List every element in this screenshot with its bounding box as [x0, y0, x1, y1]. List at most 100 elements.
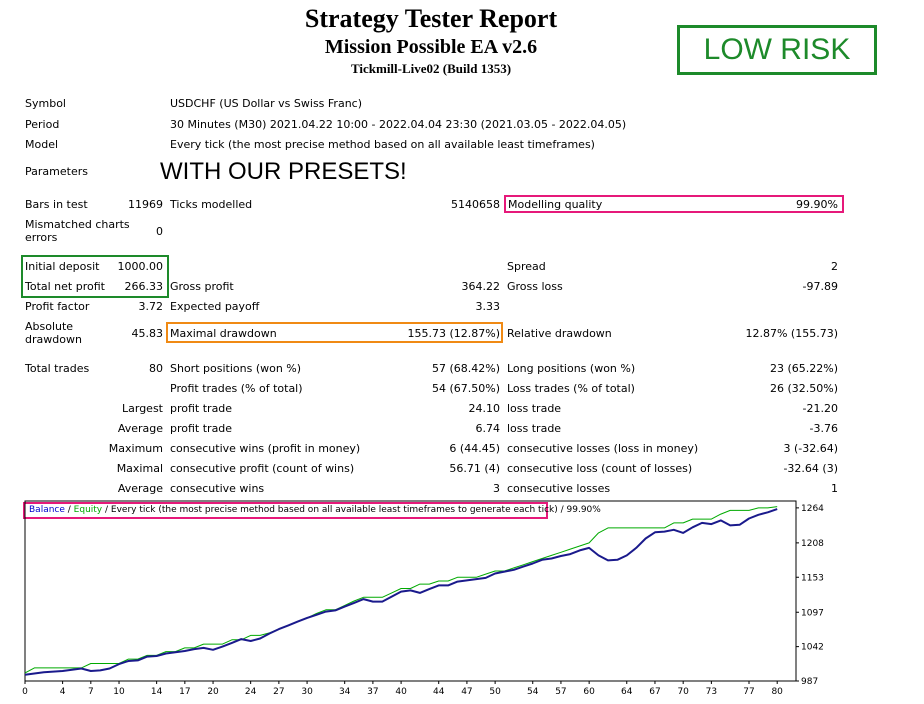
- x-tick-label: 54: [527, 687, 539, 697]
- quality-label: Modelling quality: [508, 198, 603, 211]
- x-tick-label: 40: [395, 687, 407, 697]
- loss-trades-label: Loss trades (% of total): [507, 382, 635, 395]
- total-trades-value: 80: [149, 362, 163, 375]
- x-tick-label: 34: [339, 687, 351, 697]
- mismatch-label-1: Mismatched charts: [25, 218, 130, 231]
- maximal-label: Maximal: [116, 462, 163, 475]
- x-tick-label: 64: [621, 687, 633, 697]
- x-tick-label: 80: [771, 687, 783, 697]
- gross-loss-value: -97.89: [802, 280, 838, 293]
- chart-plot-frame: [24, 500, 797, 682]
- profit-factor-label: Profit factor: [25, 300, 90, 313]
- x-tick-label: 60: [583, 687, 595, 697]
- x-tick-label: 57: [555, 687, 566, 697]
- profit-trades-value: 54 (67.50%): [431, 382, 500, 395]
- maximal-loss-label: consecutive loss (count of losses): [507, 462, 693, 475]
- payoff-value: 3.33: [475, 300, 501, 313]
- symbol-value: USDCHF (US Dollar vs Swiss Franc): [170, 97, 363, 110]
- x-tick-label: 0: [22, 687, 28, 697]
- legend-description: / Every tick (the most precise method ba…: [102, 505, 558, 515]
- short-positions-value: 57 (68.42%): [431, 362, 500, 375]
- legend-balance: Balance: [29, 505, 65, 515]
- largest-loss-label: loss trade: [507, 402, 562, 415]
- account-build: Tickmill-Live02 (Build 1353): [350, 61, 512, 76]
- x-tick-label: 67: [649, 687, 660, 697]
- x-tick-label: 14: [151, 687, 163, 697]
- average-label: Average: [117, 422, 163, 435]
- y-tick-label: 1153: [801, 573, 824, 583]
- x-tick-label: 47: [461, 687, 472, 697]
- deposit-value: 1000.00: [117, 260, 164, 273]
- maximum-label: Maximum: [108, 442, 163, 455]
- net-profit-label: Total net profit: [25, 280, 105, 293]
- low-risk-badge: LOW RISK: [677, 25, 877, 75]
- x-tick-label: 20: [207, 687, 219, 697]
- x-tick-label: 17: [179, 687, 190, 697]
- legend-quality: 99.90%: [566, 505, 601, 515]
- x-tick-label: 37: [367, 687, 378, 697]
- average-profit-value: 6.74: [475, 422, 501, 435]
- rel-drawdown-value: 12.87% (155.73): [745, 327, 838, 340]
- long-positions-label: Long positions (won %): [507, 362, 636, 375]
- period-label: Period: [25, 118, 60, 131]
- legend-equity: Equity: [73, 505, 103, 515]
- net-profit-value: 266.33: [124, 280, 164, 293]
- max-drawdown-value: 155.73 (12.87%): [407, 327, 500, 340]
- profit-trades-label: Profit trades (% of total): [170, 382, 303, 395]
- total-trades-label: Total trades: [25, 362, 90, 375]
- largest-profit-label: profit trade: [170, 402, 233, 415]
- deposit-profit-highlight: [21, 255, 169, 298]
- average-profit-label: profit trade: [170, 422, 233, 435]
- avg-wins-label: consecutive wins: [170, 482, 265, 495]
- x-tick-label: 77: [743, 687, 754, 697]
- spread-value: 2: [831, 260, 838, 273]
- y-tick-label: 987: [801, 677, 818, 687]
- max-drawdown-highlight: [166, 322, 503, 343]
- symbol-label: Symbol: [25, 97, 66, 110]
- x-tick-label: 70: [677, 687, 689, 697]
- max-losses-label: consecutive losses (loss in money): [507, 442, 699, 455]
- y-tick-label: 1097: [801, 608, 824, 618]
- max-wins-label: consecutive wins (profit in money): [170, 442, 361, 455]
- largest-profit-value: 24.10: [468, 402, 501, 415]
- ea-name: Mission Possible EA v2.6: [324, 36, 538, 58]
- largest-label: Largest: [122, 402, 163, 415]
- model-label: Model: [25, 138, 59, 151]
- ticks-value: 5140658: [451, 198, 500, 211]
- period-value: 30 Minutes (M30) 2021.04.22 10:00 - 2022…: [170, 118, 627, 131]
- abs-drawdown-label-1: Absolute: [25, 320, 74, 333]
- mismatch-label-2: errors: [25, 231, 58, 244]
- spread-label: Spread: [507, 260, 546, 273]
- loss-trades-value: 26 (32.50%): [769, 382, 838, 395]
- x-tick-label: 30: [301, 687, 313, 697]
- x-tick-label: 7: [88, 687, 94, 697]
- maximal-loss-value: -32.64 (3): [783, 462, 838, 475]
- abs-drawdown-label-2: drawdown: [25, 333, 82, 346]
- ticks-label: Ticks modelled: [170, 198, 253, 211]
- gross-profit-value: 364.22: [461, 280, 501, 293]
- x-tick-label: 24: [245, 687, 257, 697]
- avg-losses-label: consecutive losses: [507, 482, 611, 495]
- legend-sep-2: /: [557, 505, 567, 515]
- equity-line: [24, 508, 778, 676]
- profit-factor-value: 3.72: [138, 300, 164, 313]
- chart-header: Balance / Equity / Every tick (the most …: [29, 505, 601, 516]
- legend-sep-1: /: [64, 505, 74, 515]
- x-tick-label: 44: [433, 687, 445, 697]
- modelling-quality-highlight: [504, 195, 844, 213]
- x-tick-label: 50: [489, 687, 501, 697]
- parameters-label: Parameters: [25, 165, 88, 178]
- max-drawdown-label: Maximal drawdown: [170, 327, 277, 340]
- y-tick-label: 1264: [801, 504, 824, 514]
- parameters-value: WITH OUR PRESETS!: [160, 158, 407, 185]
- maximal-profit-value: 56.71 (4): [449, 462, 500, 475]
- gross-profit-label: Gross profit: [170, 280, 234, 293]
- abs-drawdown-value: 45.83: [131, 327, 164, 340]
- x-tick-label: 27: [273, 687, 284, 697]
- max-losses-value: 3 (-32.64): [783, 442, 838, 455]
- bars-label: Bars in test: [25, 198, 88, 211]
- average-consecutive-label: Average: [117, 482, 163, 495]
- y-tick-label: 1208: [801, 539, 824, 549]
- payoff-label: Expected payoff: [170, 300, 260, 313]
